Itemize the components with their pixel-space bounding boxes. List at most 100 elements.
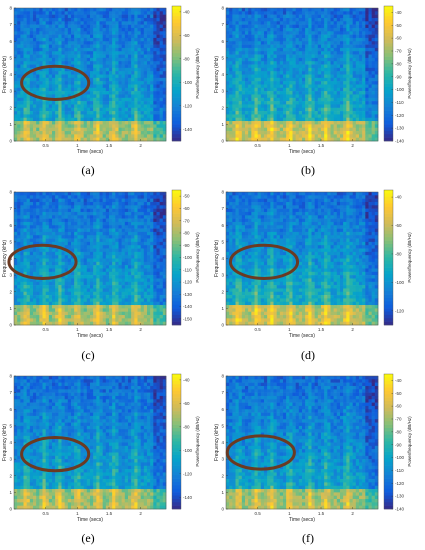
y-tick-label: 0 [221, 507, 224, 512]
y-tick-label: 6 [9, 407, 12, 412]
colorbar-tick-label: -60 [395, 36, 402, 41]
y-tick-label: 4 [9, 72, 12, 77]
y-tick-label: 1 [9, 122, 12, 127]
highlight-ellipse [228, 243, 300, 280]
y-tick-label: 1 [9, 306, 12, 311]
colorbar-label: Power/frequency (dB/Hz) [407, 416, 412, 467]
y-tick-label: 2 [221, 473, 224, 478]
colorbar-tick-label: -80 [183, 231, 190, 236]
colorbar [171, 5, 182, 142]
y-tick-label: 0 [9, 507, 12, 512]
y-tick-label: 8 [221, 190, 224, 195]
y-tick-label: 7 [9, 390, 12, 395]
x-axis-label: Time (secs) [77, 517, 103, 523]
y-tick-label: 2 [9, 289, 12, 294]
colorbar-tick-label: -40 [395, 10, 402, 15]
panel-label-f: (f) [302, 531, 314, 545]
y-tick-label: 1 [221, 122, 224, 127]
y-tick-label: 3 [221, 89, 224, 94]
y-tick-label: 6 [9, 39, 12, 44]
x-tick-label: 2 [139, 511, 142, 516]
x-tick-label: 0.5 [43, 143, 50, 148]
colorbar-tick-label: -90 [183, 243, 190, 248]
colorbar [383, 189, 394, 326]
x-tick-label: 2 [139, 327, 142, 332]
y-tick-label: 8 [9, 6, 12, 11]
y-axis-label: Frequency (kHz) [214, 56, 220, 93]
y-tick-label: 2 [9, 105, 12, 110]
colorbar-tick-label: -110 [395, 100, 404, 105]
y-tick-label: 2 [9, 473, 12, 478]
colorbar-tick-label: -40 [395, 195, 402, 200]
spectrogram-panel-d: 0.5 1 1.5 2 0 1 2 3 4 5 6 7 8 Time (secs) Frequency (k… [212, 184, 425, 346]
y-tick-label: 1 [221, 306, 224, 311]
y-tick-label: 4 [221, 440, 224, 445]
spectrogram-heatmap [226, 192, 379, 326]
colorbar-tick-label: -140 [183, 495, 193, 500]
spectrogram-heatmap [226, 376, 379, 510]
x-axis-label: Time (secs) [289, 149, 315, 155]
colorbar [383, 5, 394, 142]
colorbar-tick-label: -60 [183, 206, 190, 211]
spectrogram-panel-f: 0.5 1 1.5 2 0 1 2 3 4 5 6 7 8 Time (secs) Frequency (k… [212, 368, 425, 530]
y-tick-label: 5 [9, 55, 12, 60]
colorbar-tick-label: -90 [395, 442, 402, 447]
y-tick-label: 1 [221, 490, 224, 495]
x-tick-label: 1.5 [318, 327, 325, 332]
x-axis-label: Time (secs) [289, 333, 315, 339]
colorbar-tick-label: -140 [183, 127, 193, 132]
x-tick-label: 2 [351, 143, 354, 148]
y-tick-label: 0 [221, 323, 224, 328]
y-tick-label: 5 [221, 55, 224, 60]
colorbar-tick-label: -130 [183, 292, 193, 297]
y-axis-label: Frequency (kHz) [2, 424, 8, 461]
x-tick-label: 1.5 [106, 327, 113, 332]
colorbar-tick-label: -80 [395, 252, 402, 257]
y-tick-label: 0 [221, 139, 224, 144]
highlight-ellipse [225, 434, 296, 471]
panel-label-e: (e) [81, 531, 95, 545]
y-axis-label: Frequency (kHz) [214, 424, 220, 461]
colorbar-tick-label: -80 [183, 56, 190, 61]
y-tick-label: 4 [9, 440, 12, 445]
y-tick-label: 4 [221, 256, 224, 261]
colorbar-tick-label: -80 [183, 424, 190, 429]
colorbar-tick-label: -100 [395, 455, 405, 460]
colorbar [171, 373, 182, 510]
colorbar-tick-label: -50 [395, 23, 402, 28]
x-tick-label: 1 [76, 511, 79, 516]
x-tick-label: 1 [288, 143, 291, 148]
spectrogram-panel-b: 0.5 1 1.5 2 0 1 2 3 4 5 6 7 8 Time (secs) Frequency (k… [212, 0, 425, 162]
y-tick-label: 7 [9, 22, 12, 27]
panel-label-a: (a) [81, 163, 95, 177]
colorbar-tick-label: -40 [183, 377, 190, 382]
x-axis-label: Time (secs) [77, 149, 103, 155]
colorbar-label: Power/frequency (dB/Hz) [407, 48, 412, 99]
colorbar-label: Power/frequency (dB/Hz) [195, 232, 200, 283]
x-tick-label: 0.5 [255, 143, 262, 148]
colorbar-tick-label: -40 [395, 378, 402, 383]
colorbar-tick-label: -60 [395, 223, 402, 228]
y-tick-label: 6 [9, 223, 12, 228]
colorbar-label: Power/frequency (dB/Hz) [195, 48, 200, 99]
y-tick-label: 8 [9, 190, 12, 195]
colorbar-tick-label: -70 [395, 49, 402, 54]
y-tick-label: 2 [221, 105, 224, 110]
colorbar-tick-label: -140 [183, 304, 193, 309]
spectrogram-panel-c: 0.5 1 1.5 2 0 1 2 3 4 5 6 7 8 Time (secs) Frequency (k… [0, 184, 212, 346]
spectrogram-heatmap [226, 8, 379, 142]
x-tick-label: 0.5 [43, 327, 50, 332]
highlight-ellipse [20, 64, 91, 101]
spectrogram-heatmap [14, 376, 167, 510]
colorbar-tick-label: -40 [183, 9, 190, 14]
colorbar-tick-label: -120 [395, 308, 405, 313]
y-tick-label: 4 [221, 72, 224, 77]
y-tick-label: 8 [9, 374, 12, 379]
colorbar-tick-label: -100 [183, 448, 193, 453]
colorbar-label: Power/frequency (dB/Hz) [195, 416, 200, 467]
spectrogram-panel-a: 0.5 1 1.5 2 0 1 2 3 4 5 6 7 8 Time (secs) Frequency (k… [0, 0, 212, 162]
highlight-ellipse [20, 436, 91, 473]
